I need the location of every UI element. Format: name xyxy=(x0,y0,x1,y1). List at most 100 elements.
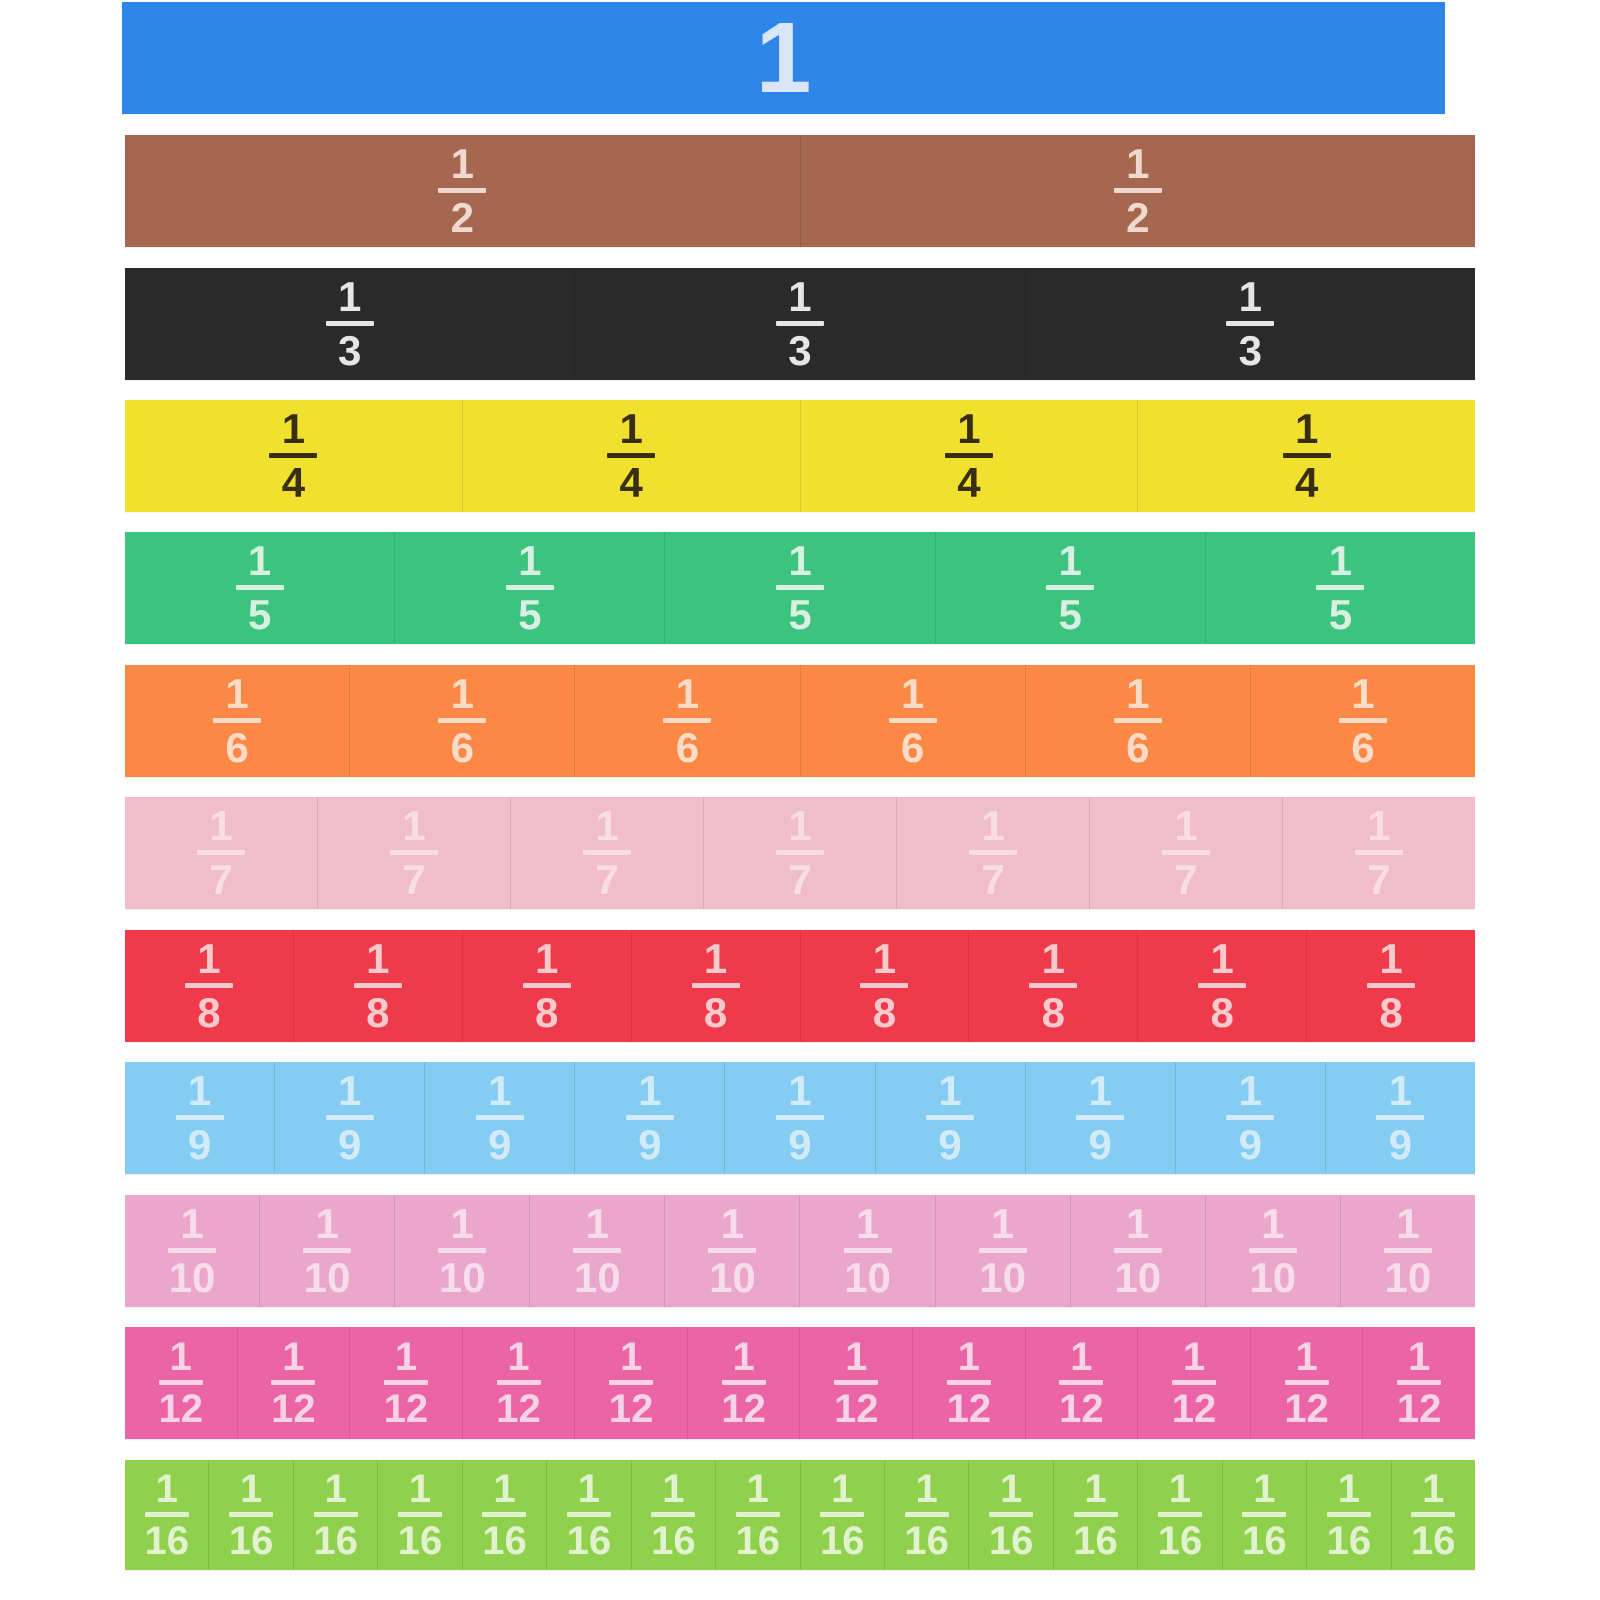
fraction-label: 1 10 xyxy=(573,1203,622,1299)
fraction-denominator: 12 xyxy=(1396,1387,1442,1431)
fraction-numerator: 1 xyxy=(938,1067,962,1114)
fraction-denominator: 8 xyxy=(703,989,728,1036)
fraction-bar xyxy=(1226,321,1275,326)
fraction-denominator: 6 xyxy=(225,724,249,771)
fraction-denominator: 16 xyxy=(904,1519,949,1563)
fraction-denominator: 6 xyxy=(675,724,700,771)
fraction-numerator: 1 xyxy=(990,1200,1015,1247)
fraction-tile: 1 12 xyxy=(238,1327,351,1439)
fraction-bar xyxy=(303,1248,352,1253)
fraction-bar xyxy=(438,188,487,193)
fraction-numerator: 1 xyxy=(1182,1335,1206,1379)
fraction-denominator: 16 xyxy=(1242,1519,1287,1563)
fraction-numerator: 1 xyxy=(577,1467,601,1511)
fraction-denominator: 12 xyxy=(608,1387,654,1431)
fraction-tile: 1 12 xyxy=(800,1327,914,1439)
fraction-denominator: 3 xyxy=(788,327,812,374)
fraction-denominator: 9 xyxy=(1238,1121,1262,1168)
fraction-bar xyxy=(1367,983,1416,988)
fraction-bar xyxy=(860,983,909,988)
fraction-denominator: 3 xyxy=(337,327,362,374)
fraction-bar xyxy=(663,718,712,723)
fraction-numerator: 1 xyxy=(1328,537,1353,584)
fraction-bar xyxy=(1162,850,1210,855)
fraction-numerator: 1 xyxy=(240,1467,263,1511)
fraction-label: 1 12 xyxy=(609,1337,654,1429)
fraction-denominator: 12 xyxy=(496,1387,541,1431)
fraction-numerator: 1 xyxy=(1295,1335,1318,1379)
fraction-label: 1 12 xyxy=(496,1337,541,1429)
fraction-denominator: 6 xyxy=(1126,724,1150,771)
fraction-bar xyxy=(522,983,571,988)
fraction-numerator: 1 xyxy=(1084,1467,1107,1511)
fraction-label: 1 12 xyxy=(1284,1337,1329,1429)
fraction-numerator: 1 xyxy=(1396,1200,1420,1247)
fraction-numerator: 1 xyxy=(408,1467,432,1511)
fraction-numerator: 1 xyxy=(337,273,362,320)
fraction-tile: 1 10 xyxy=(1206,1195,1341,1307)
fraction-bar xyxy=(144,1512,189,1517)
fraction-tile: 1 16 xyxy=(1223,1460,1308,1570)
fraction-bar xyxy=(1282,453,1331,458)
fraction-denominator: 10 xyxy=(438,1254,486,1301)
fraction-bar xyxy=(820,1512,865,1517)
fraction-numerator: 1 xyxy=(831,1467,854,1511)
fraction-denominator: 5 xyxy=(788,591,812,638)
fraction-tile: 1 10 xyxy=(260,1195,396,1307)
fraction-numerator: 1 xyxy=(1388,1067,1413,1114)
fraction-tile: 1 10 xyxy=(665,1195,801,1307)
fraction-bar xyxy=(505,585,554,590)
fraction-numerator: 1 xyxy=(169,1335,192,1379)
fraction-tile: 1 12 xyxy=(575,1327,688,1439)
fraction-numerator: 1 xyxy=(675,670,700,717)
fraction-denominator: 12 xyxy=(383,1387,429,1431)
fraction-bar xyxy=(438,1248,487,1253)
fraction-tile: 1 12 xyxy=(125,1327,238,1439)
fraction-denominator: 7 xyxy=(209,856,233,903)
fraction-tile: 1 16 xyxy=(1054,1460,1139,1570)
fraction-label: 1 10 xyxy=(1248,1203,1297,1299)
fraction-label: 1 16 xyxy=(820,1469,865,1561)
fraction-label: 1 16 xyxy=(1158,1469,1203,1561)
fraction-bar xyxy=(651,1512,696,1517)
fraction-tile: 1 12 xyxy=(1363,1327,1475,1439)
fraction-denominator: 16 xyxy=(313,1519,358,1563)
fraction-bar xyxy=(438,718,487,723)
fraction-numerator: 1 xyxy=(1070,1335,1093,1379)
fraction-numerator: 1 xyxy=(788,537,812,584)
fraction-numerator: 1 xyxy=(900,670,925,717)
fraction-denominator: 10 xyxy=(844,1254,891,1301)
fraction-bar xyxy=(1198,983,1247,988)
fraction-bar xyxy=(691,983,740,988)
fraction-bar xyxy=(625,1115,674,1120)
fraction-label: 1 16 xyxy=(904,1469,949,1561)
fraction-bar xyxy=(482,1512,527,1517)
fraction-tile: 1 12 xyxy=(1138,1327,1251,1439)
fraction-bar xyxy=(1284,1380,1329,1385)
fraction-numerator: 1 xyxy=(788,802,812,849)
fraction-tile: 1 16 xyxy=(378,1460,463,1570)
fraction-label: 1 12 xyxy=(1397,1337,1442,1429)
fraction-numerator: 1 xyxy=(638,1067,662,1114)
